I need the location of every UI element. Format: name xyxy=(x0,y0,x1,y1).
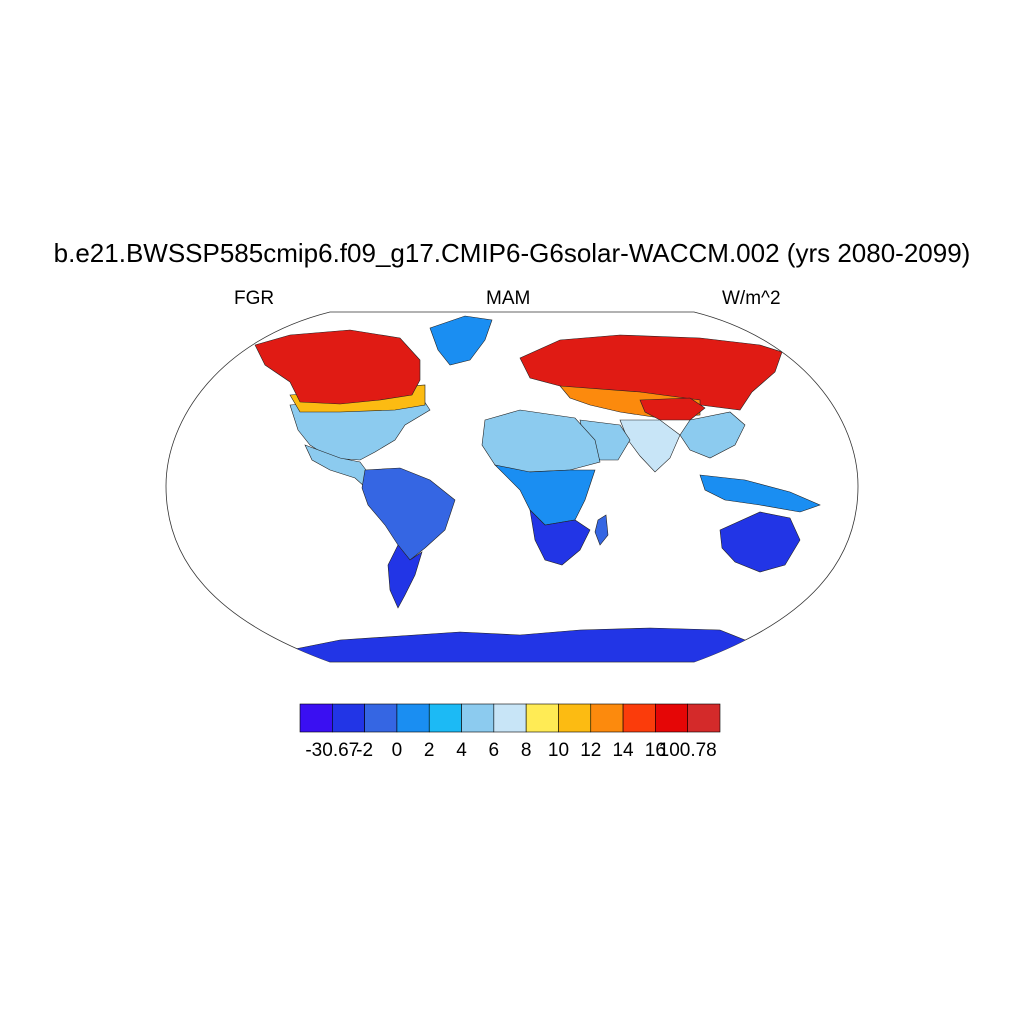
season-label: MAM xyxy=(486,288,531,309)
colorbar-tick-label: 4 xyxy=(456,740,467,761)
region-north-canada-alaska xyxy=(254,329,421,405)
colorbar-tick-label: 2 xyxy=(423,740,435,761)
colorbar-swatch xyxy=(364,703,398,733)
region-china-east xyxy=(679,411,746,459)
colorbar-swatch xyxy=(428,703,462,733)
colorbar-tick-label: -30.67 xyxy=(305,740,360,761)
colorbar-swatch xyxy=(687,703,721,733)
region-antarctica xyxy=(289,627,746,662)
colorbar-swatch xyxy=(461,703,495,733)
units-label: W/m^2 xyxy=(722,288,781,309)
colorbar-tick-label: 16 xyxy=(644,740,666,761)
colorbar-tick-label: 10 xyxy=(547,740,570,761)
region-south-america xyxy=(361,467,456,561)
colorbar-swatch xyxy=(558,703,592,733)
colorbar-tick-label: 12 xyxy=(580,740,602,761)
region-north-africa xyxy=(481,409,601,473)
colorbar-tick-label: 6 xyxy=(488,740,500,761)
variable-label: FGR xyxy=(234,288,275,309)
region-patagonia xyxy=(387,544,423,609)
colorbar-swatch xyxy=(493,703,527,733)
region-indonesia xyxy=(699,474,821,513)
region-southern-africa xyxy=(529,509,591,566)
colorbar-swatch xyxy=(299,703,333,733)
colorbar-tick-label: 0 xyxy=(391,740,403,761)
region-greenland xyxy=(429,315,493,366)
region-australia xyxy=(719,511,801,573)
region-madagascar xyxy=(594,514,609,546)
colorbar-tick-label: 100.78 xyxy=(658,740,717,761)
colorbar-swatch xyxy=(525,703,559,733)
colorbar xyxy=(299,703,721,733)
colorbar-swatch xyxy=(332,703,365,733)
colorbar-swatch xyxy=(396,703,430,733)
colorbar-swatch xyxy=(655,703,688,733)
region-south-asia xyxy=(619,419,681,473)
colorbar-swatch xyxy=(590,703,624,733)
colorbar-swatch xyxy=(622,703,656,733)
colorbar-tick-label: 8 xyxy=(520,740,532,761)
colorbar-tick-label: 14 xyxy=(612,740,634,761)
colorbar-tick-labels: -30.67 -2 0 2 4 6 8 10 12 14 16 100.78 xyxy=(0,740,1024,766)
plot-title: b.e21.BWSSP585cmip6.f09_g17.CMIP6-G6sola… xyxy=(53,238,971,268)
colorbar-tick-label: -2 xyxy=(356,740,374,761)
region-central-africa xyxy=(494,464,596,526)
